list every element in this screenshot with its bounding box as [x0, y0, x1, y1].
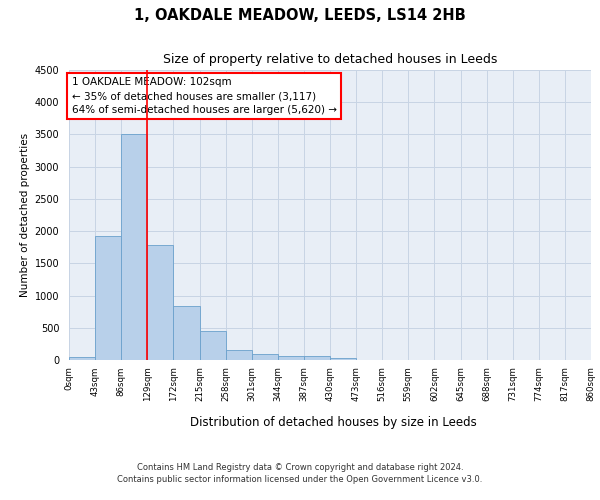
Bar — [226, 350, 252, 360]
Text: 1, OAKDALE MEADOW, LEEDS, LS14 2HB: 1, OAKDALE MEADOW, LEEDS, LS14 2HB — [134, 8, 466, 22]
Title: Size of property relative to detached houses in Leeds: Size of property relative to detached ho… — [163, 53, 497, 66]
Bar — [95, 236, 121, 360]
Text: Contains HM Land Registry data © Crown copyright and database right 2024.: Contains HM Land Registry data © Crown c… — [137, 463, 463, 472]
Bar — [69, 358, 95, 360]
Bar — [121, 134, 148, 360]
Bar — [304, 356, 330, 360]
Text: 1 OAKDALE MEADOW: 102sqm
← 35% of detached houses are smaller (3,117)
64% of sem: 1 OAKDALE MEADOW: 102sqm ← 35% of detach… — [71, 77, 337, 116]
Bar — [173, 306, 199, 360]
Text: Distribution of detached houses by size in Leeds: Distribution of detached houses by size … — [190, 416, 476, 429]
Bar — [278, 356, 304, 360]
Bar — [199, 331, 226, 360]
Bar — [330, 358, 356, 360]
Bar — [252, 354, 278, 360]
Y-axis label: Number of detached properties: Number of detached properties — [20, 133, 31, 297]
Text: Contains public sector information licensed under the Open Government Licence v3: Contains public sector information licen… — [118, 476, 482, 484]
Bar — [148, 246, 173, 360]
